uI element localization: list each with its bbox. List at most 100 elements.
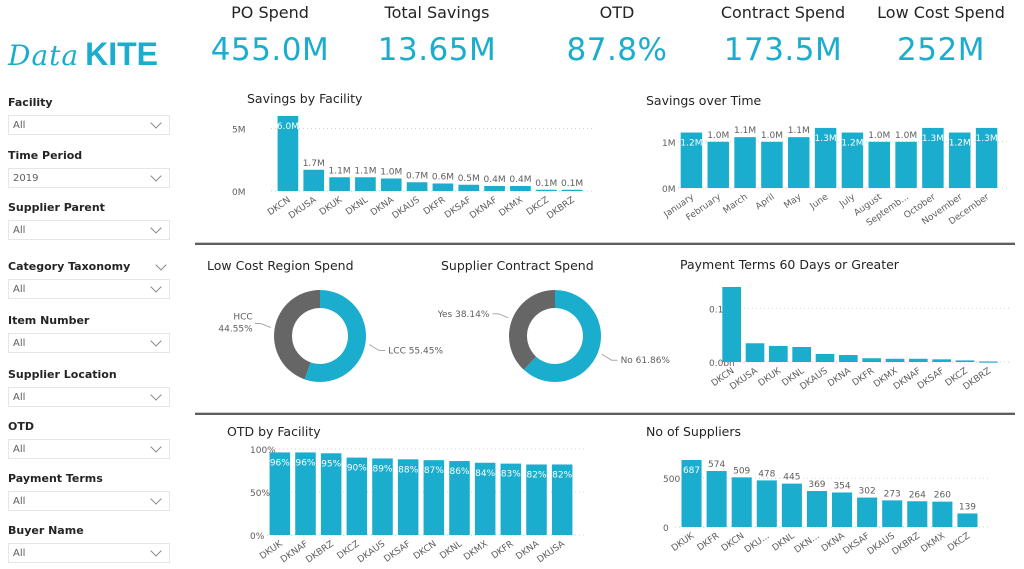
bar-february[interactable] bbox=[707, 141, 729, 188]
bar-december[interactable] bbox=[975, 127, 998, 188]
supplier-location-dropdown[interactable]: All bbox=[8, 387, 170, 407]
data-label: 445 bbox=[783, 473, 800, 483]
bar-dkusa[interactable] bbox=[745, 343, 765, 362]
bar-dkaus[interactable] bbox=[882, 500, 903, 527]
bar-dkbrz[interactable] bbox=[979, 361, 998, 363]
data-label: 0.1M bbox=[561, 179, 583, 189]
x-tick-label: DKFR bbox=[696, 531, 722, 553]
bar-dkcz[interactable] bbox=[346, 457, 368, 535]
bar-june[interactable] bbox=[814, 127, 837, 188]
item-number-dropdown[interactable]: All bbox=[8, 333, 170, 353]
bar-dkfr[interactable] bbox=[706, 471, 727, 527]
otd-dropdown[interactable]: All bbox=[8, 439, 170, 459]
bar-dkcz[interactable] bbox=[957, 513, 978, 527]
bar-dknl[interactable] bbox=[792, 347, 811, 362]
kpi-label: Contract Spend bbox=[720, 3, 846, 22]
slicer-supplier-location: Supplier Location All bbox=[8, 368, 170, 407]
data-label: 139 bbox=[959, 502, 976, 512]
bar-dkuk[interactable] bbox=[329, 177, 350, 191]
donut-slice-lcc[interactable] bbox=[304, 290, 366, 382]
x-tick-label: DKBRZ bbox=[891, 531, 922, 557]
data-label: 509 bbox=[733, 466, 750, 476]
bar-dksaf[interactable] bbox=[932, 359, 951, 362]
data-label: 83% bbox=[501, 470, 521, 480]
bar-dknaf[interactable] bbox=[909, 358, 928, 362]
bar-dkbrz[interactable] bbox=[907, 501, 928, 527]
bar-dkna[interactable] bbox=[839, 355, 858, 362]
bar-dkna[interactable] bbox=[832, 492, 853, 527]
chart-title-savings-by-facility: Savings by Facility bbox=[247, 91, 363, 106]
kpi-label: Total Savings bbox=[384, 3, 490, 22]
bar-dkcz[interactable] bbox=[955, 360, 975, 362]
bar-dkn[interactable] bbox=[806, 491, 827, 527]
bar-dkuk[interactable] bbox=[681, 460, 702, 527]
payment-terms-dropdown[interactable]: All bbox=[8, 491, 170, 511]
bar-dkcn[interactable] bbox=[722, 287, 741, 362]
bar-dkna[interactable] bbox=[380, 178, 402, 192]
bar-november[interactable] bbox=[949, 132, 971, 188]
kpi-po-spend: PO Spend 455.0M bbox=[195, 0, 345, 68]
bar-dkfr[interactable] bbox=[862, 358, 881, 362]
time-period-dropdown[interactable]: 2019 bbox=[8, 168, 170, 188]
bar-dkbrz[interactable] bbox=[320, 453, 342, 535]
kpi-value: 455.0M bbox=[210, 32, 330, 68]
bar-dkmx[interactable] bbox=[932, 501, 953, 527]
y-tick-label: 5M bbox=[232, 126, 246, 136]
bar-dkcz[interactable] bbox=[535, 189, 557, 191]
bar-dksaf[interactable] bbox=[458, 184, 480, 191]
bar-dkusa[interactable] bbox=[551, 464, 573, 535]
bar-dkaus[interactable] bbox=[815, 353, 835, 362]
bar-dkcn[interactable] bbox=[423, 460, 445, 535]
bar-dknl[interactable] bbox=[449, 461, 470, 535]
supplier-parent-dropdown[interactable]: All bbox=[8, 220, 170, 240]
bar-march[interactable] bbox=[734, 137, 756, 188]
y-tick-label: 0.0bn bbox=[709, 359, 735, 369]
chart-title-low-cost-region-spend: Low Cost Region Spend bbox=[207, 258, 354, 273]
x-tick-label: April bbox=[754, 192, 777, 212]
x-tick-label: DKNL bbox=[771, 531, 797, 553]
bar-dkuk[interactable] bbox=[769, 345, 788, 362]
bar-dknl[interactable] bbox=[355, 177, 376, 191]
bar-dkfr[interactable] bbox=[500, 463, 522, 535]
donut-slice-yes[interactable] bbox=[509, 290, 555, 370]
bar-dkfr[interactable] bbox=[432, 183, 454, 192]
bar-dkmx[interactable] bbox=[885, 358, 905, 362]
donut-slice-no[interactable] bbox=[523, 290, 602, 382]
bar-dkmx[interactable] bbox=[510, 186, 531, 191]
facility-dropdown[interactable]: All bbox=[8, 115, 170, 135]
bar-dknaf[interactable] bbox=[484, 186, 505, 191]
donut-slice-hcc[interactable] bbox=[273, 290, 320, 380]
bar-dkcn[interactable] bbox=[277, 116, 299, 191]
bar-dkaus[interactable] bbox=[372, 458, 393, 535]
bar-dksaf[interactable] bbox=[857, 497, 878, 527]
x-tick-label: DKNAF bbox=[279, 539, 310, 565]
bar-dkuk[interactable] bbox=[269, 452, 291, 535]
bar-dknl[interactable] bbox=[781, 483, 802, 527]
buyer-name-dropdown[interactable]: All bbox=[8, 543, 170, 563]
bar-october[interactable] bbox=[922, 127, 944, 188]
bar-dkbrz[interactable] bbox=[561, 189, 583, 191]
bar-dknaf[interactable] bbox=[295, 452, 316, 535]
dropdown-value: All bbox=[13, 119, 26, 131]
bar-dku[interactable] bbox=[756, 480, 777, 527]
bar-april[interactable] bbox=[761, 141, 783, 188]
x-tick-label: DKNL bbox=[344, 195, 370, 217]
kpi-value: 13.65M bbox=[377, 32, 497, 68]
bar-dkna[interactable] bbox=[526, 464, 547, 535]
bar-septemb[interactable] bbox=[895, 141, 917, 188]
bar-dkmx[interactable] bbox=[474, 462, 496, 535]
bar-may[interactable] bbox=[788, 137, 810, 188]
bar-august[interactable] bbox=[868, 141, 890, 188]
bar-dkcn[interactable] bbox=[731, 477, 752, 527]
bar-dkusa[interactable] bbox=[303, 169, 325, 191]
bar-july[interactable] bbox=[841, 132, 864, 188]
category-taxonomy-dropdown[interactable]: All bbox=[8, 279, 170, 299]
x-tick-label: DKAUS bbox=[356, 539, 387, 565]
data-label: 88% bbox=[398, 465, 418, 475]
slicer-otd: OTD All bbox=[8, 420, 170, 459]
bar-dkaus[interactable] bbox=[406, 182, 428, 191]
bar-dksaf[interactable] bbox=[397, 459, 419, 535]
bar-january[interactable] bbox=[680, 132, 703, 188]
data-label: 1.3M bbox=[815, 134, 837, 144]
